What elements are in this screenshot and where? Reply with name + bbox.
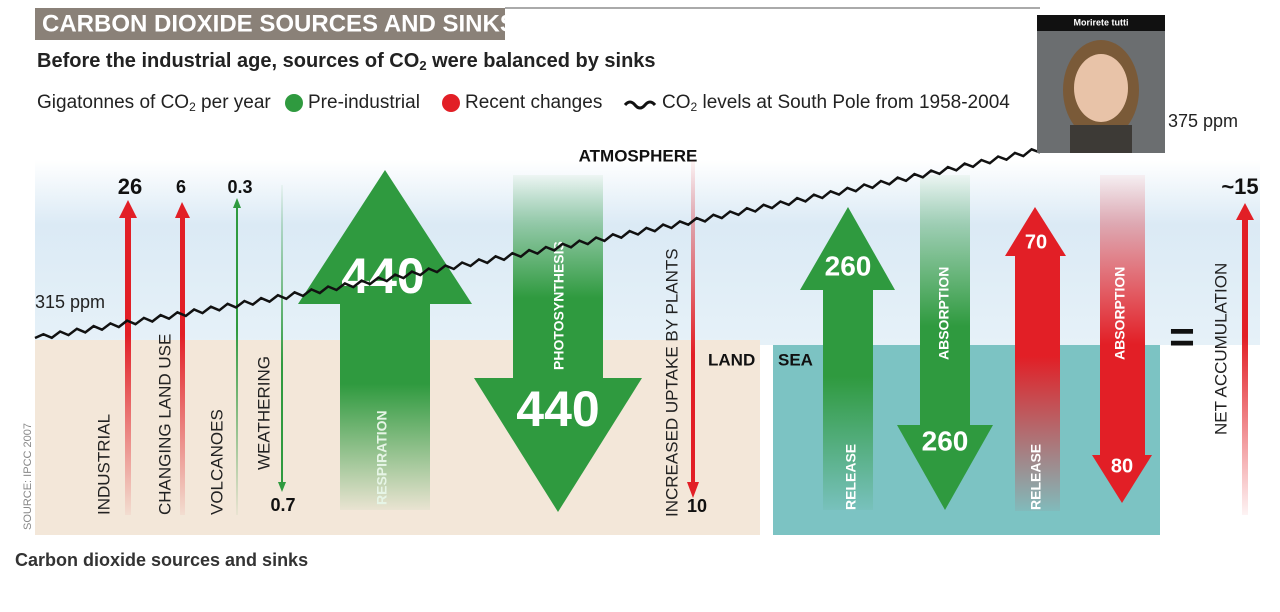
flow-value: 80 <box>1111 455 1133 477</box>
arrow-shaft <box>1100 175 1145 457</box>
flow-arrow: 26 INDUSTRIAL <box>94 174 142 515</box>
photo-band <box>1037 15 1165 31</box>
flow-arrow: ~15 NET ACCUMULATION <box>1211 174 1259 515</box>
flow-value: 70 <box>1025 231 1047 253</box>
flow-label: RELEASE <box>1028 444 1044 510</box>
arrow-head <box>1092 455 1152 503</box>
arrow-head <box>278 482 286 492</box>
photo-caption: Morirete tutti <box>1074 17 1129 27</box>
flow-label: NET ACCUMULATION <box>1211 263 1230 435</box>
zone-label: ATMOSPHERE <box>579 146 698 165</box>
legend-item: Recent changes <box>465 92 602 113</box>
legend-item: Pre-industrial <box>308 92 420 113</box>
arrow-head <box>119 200 137 218</box>
arrow-shaft <box>691 160 695 485</box>
photo-body <box>1070 125 1132 153</box>
flow-label: WEATHERING <box>254 356 273 470</box>
arrow-head <box>233 198 241 208</box>
legend-swatch <box>442 94 460 112</box>
flow-value: 6 <box>176 177 186 197</box>
co2-line <box>34 147 1041 340</box>
arrow-shaft <box>513 175 603 380</box>
flow-label: RESPIRATION <box>374 410 390 505</box>
text: Before the industrial age, sources of CO <box>37 50 419 72</box>
equals: = <box>1169 313 1195 362</box>
subtitle: Before the industrial age, sources of CO… <box>37 50 656 73</box>
flow-arrow: 260 ABSORPTION <box>897 175 993 510</box>
text: Gigatonnes of CO <box>37 92 189 113</box>
flow-value: 440 <box>516 381 599 437</box>
flow-arrow: 260 RELEASE <box>800 207 895 510</box>
flow-arrow: 80 ABSORPTION <box>1092 175 1152 503</box>
flow-value: 440 <box>341 248 424 304</box>
arrow-shaft <box>281 185 283 485</box>
ppm-label: 315 ppm <box>35 292 105 312</box>
arrow-head <box>1005 207 1066 256</box>
arrow-head <box>687 482 699 498</box>
flow-arrow: 0.3 VOLCANOES <box>207 177 253 515</box>
flow-arrow: 70 RELEASE <box>1005 207 1066 511</box>
flow-value: 0.7 <box>270 495 295 515</box>
flow-arrow: 440 PHOTOSYNTHESIS <box>474 175 642 512</box>
arrow-shaft <box>340 300 430 510</box>
flow-label: RELEASE <box>843 444 859 510</box>
flow-value: ~15 <box>1221 174 1258 199</box>
flow-value: 260 <box>922 425 969 456</box>
flow-arrow: 440 RESPIRATION <box>298 170 472 510</box>
title-box <box>35 8 505 40</box>
arrow-shaft <box>236 205 238 515</box>
text: 2 <box>691 100 698 114</box>
photo-face <box>1074 54 1128 122</box>
arrow-shaft <box>1015 253 1060 511</box>
flow-label: INCREASED UPTAKE BY PLANTS <box>662 248 681 517</box>
text: per year <box>196 92 272 113</box>
text: 2 <box>189 100 196 114</box>
flow-label: PHOTOSYNTHESIS <box>551 241 567 370</box>
photo: Morirete tutti <box>1037 15 1165 153</box>
legend-line <box>623 100 657 110</box>
flow-arrow: 6 CHANGING LAND USE <box>155 177 190 515</box>
arrow-head <box>474 378 642 512</box>
zone-label: LAND <box>708 350 755 369</box>
caption: Carbon dioxide sources and sinks <box>15 550 308 570</box>
ppm-label: 375 ppm <box>1168 111 1238 131</box>
arrow-head <box>800 207 895 290</box>
text: were balanced by sinks <box>427 50 656 72</box>
flow-value: 26 <box>118 174 142 199</box>
legend-swatch <box>285 94 303 112</box>
flow-label: ABSORPTION <box>936 267 952 360</box>
arrow-shaft <box>1242 218 1248 515</box>
flow-value: 10 <box>687 496 707 516</box>
sky <box>35 160 1260 345</box>
arrow-shaft <box>920 175 970 427</box>
flow-arrow: 0.7 WEATHERING <box>254 185 296 515</box>
text: levels at South Pole from 1958-2004 <box>697 92 1010 113</box>
flow-label: INDUSTRIAL <box>94 414 113 515</box>
arrow-head <box>175 202 190 218</box>
arrow-head <box>1236 203 1254 220</box>
arrow-shaft <box>125 215 131 515</box>
legend-units: Gigatonnes of CO2 per year <box>37 92 271 114</box>
flow-label: CHANGING LAND USE <box>155 334 174 515</box>
arrow-head <box>298 170 472 304</box>
flow-arrow: 10 INCREASED UPTAKE BY PLANTS <box>662 160 707 517</box>
arrow-shaft <box>180 215 185 515</box>
text: 2 <box>419 58 426 73</box>
legend-item: CO2 levels at South Pole from 1958-2004 <box>662 92 1010 114</box>
flow-label: ABSORPTION <box>1112 267 1128 360</box>
text: CO <box>662 92 691 113</box>
arrow-shaft <box>823 288 873 510</box>
flow-value: 0.3 <box>227 177 252 197</box>
source: SOURCE: IPCC 2007 <box>22 423 34 530</box>
flow-value: 260 <box>825 250 872 281</box>
title: CARBON DIOXIDE SOURCES AND SINKS <box>42 10 516 37</box>
arrow-head <box>897 425 993 510</box>
flow-label: VOLCANOES <box>207 409 226 515</box>
zone-label: SEA <box>778 350 813 369</box>
